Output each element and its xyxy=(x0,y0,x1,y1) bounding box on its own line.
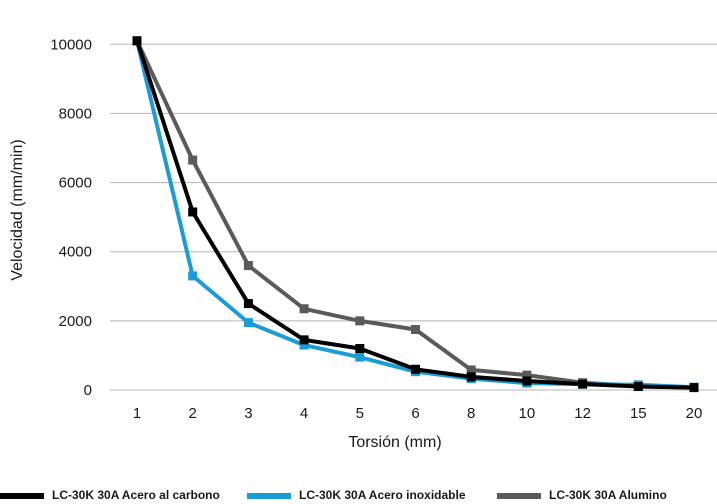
data-point xyxy=(355,316,365,326)
legend-item: LC-30K 30A Acero al carbono xyxy=(0,488,220,502)
data-point xyxy=(243,299,253,309)
y-axis-title: Velocidad (mm/min) xyxy=(9,139,26,280)
series-2 xyxy=(132,36,699,393)
x-tick-label: 20 xyxy=(686,405,703,422)
data-point xyxy=(355,352,365,362)
data-point xyxy=(188,271,198,281)
data-point xyxy=(633,382,643,392)
legend-item: LC-30K 30A Alumino xyxy=(497,488,667,502)
data-point xyxy=(411,364,420,374)
data-point xyxy=(243,261,253,271)
x-tick-label: 15 xyxy=(630,405,647,422)
legend-item: LC-30K 30A Acero inoxidable xyxy=(247,488,466,502)
data-point xyxy=(188,207,198,217)
x-tick-label: 1 xyxy=(133,405,141,422)
legend-label: LC-30K 30A Alumino xyxy=(549,488,667,502)
data-point xyxy=(411,325,420,334)
x-tick-label: 4 xyxy=(300,405,308,422)
y-tick-label: 8000 xyxy=(59,105,92,122)
x-axis-title: Torsión (mm) xyxy=(348,434,441,451)
legend-swatch xyxy=(247,493,291,499)
x-axis-ticks: 1 2 3 4 5 6 8 10 12 15 20 xyxy=(133,405,703,422)
grid-lines xyxy=(110,43,717,322)
series-lines xyxy=(132,36,699,393)
y-tick-label: 4000 xyxy=(59,244,92,261)
data-point xyxy=(466,365,476,375)
data-point xyxy=(243,318,253,328)
y-tick-label: 10000 xyxy=(50,36,92,53)
x-tick-label: 10 xyxy=(519,405,536,422)
series-line xyxy=(135,39,695,390)
data-point xyxy=(299,335,309,345)
x-tick-label: 8 xyxy=(467,405,475,422)
x-tick-label: 6 xyxy=(411,405,419,422)
series-0 xyxy=(132,36,699,393)
data-point xyxy=(522,376,532,386)
legend-swatch xyxy=(0,493,44,499)
data-point xyxy=(466,372,476,382)
data-point xyxy=(689,383,699,393)
data-point xyxy=(299,304,309,314)
data-point xyxy=(299,340,309,350)
data-point xyxy=(578,379,588,389)
data-point xyxy=(355,344,365,354)
y-tick-label: 6000 xyxy=(59,175,92,192)
legend: LC-30K 30A Acero al carbono LC-30K 30A Ac… xyxy=(0,488,667,502)
legend-swatch xyxy=(497,493,541,499)
y-axis-ticks: 0 2000 4000 6000 8000 10000 xyxy=(50,36,92,399)
data-point xyxy=(132,36,142,46)
x-tick-label: 3 xyxy=(244,405,252,422)
y-tick-label: 2000 xyxy=(59,313,92,330)
x-tick-label: 2 xyxy=(189,405,197,422)
x-tick-label: 12 xyxy=(574,405,591,422)
data-point xyxy=(188,155,198,165)
legend-label: LC-30K 30A Acero inoxidable xyxy=(299,488,466,502)
data-point xyxy=(522,370,532,380)
legend-label: LC-30K 30A Acero al carbono xyxy=(52,488,220,502)
y-tick-label: 0 xyxy=(84,382,92,399)
x-tick-label: 5 xyxy=(356,405,364,422)
series-1 xyxy=(132,36,699,392)
